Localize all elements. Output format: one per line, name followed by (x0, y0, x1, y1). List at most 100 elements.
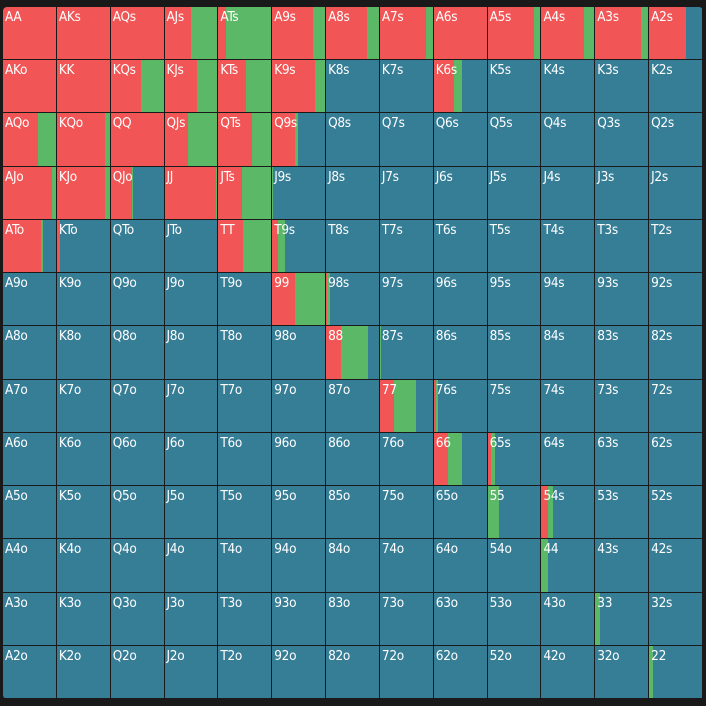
hand-cell-A5o[interactable]: A5o (3, 486, 57, 540)
hand-cell-52s[interactable]: 52s (649, 486, 703, 540)
hand-cell-J6s[interactable]: J6s (433, 166, 488, 220)
hand-cell-73s[interactable]: 73s (595, 379, 650, 433)
hand-cell-T8s[interactable]: T8s (326, 219, 380, 274)
hand-cell-T2o[interactable]: T2o (218, 645, 273, 699)
hand-cell-A9s[interactable]: A9s (272, 7, 327, 61)
hand-cell-AQo[interactable]: AQo (3, 113, 57, 167)
hand-cell-32s[interactable]: 32s (649, 592, 703, 646)
hand-cell-QQ[interactable]: QQ (110, 113, 165, 167)
hand-cell-93s[interactable]: 93s (595, 273, 650, 327)
hand-cell-Q3s[interactable]: Q3s (595, 113, 650, 167)
hand-cell-ATs[interactable]: ATs (218, 7, 273, 61)
hand-cell-85o[interactable]: 85o (326, 486, 380, 540)
hand-cell-Q7o[interactable]: Q7o (110, 379, 165, 433)
hand-cell-JTo[interactable]: JTo (164, 219, 219, 274)
hand-cell-J2o[interactable]: J2o (164, 645, 219, 699)
hand-cell-66[interactable]: 66 (433, 432, 488, 487)
hand-cell-T3s[interactable]: T3s (595, 219, 650, 274)
hand-cell-94o[interactable]: 94o (272, 539, 327, 593)
hand-cell-K5o[interactable]: K5o (56, 486, 111, 540)
hand-cell-64o[interactable]: 64o (433, 539, 488, 593)
hand-cell-A4o[interactable]: A4o (3, 539, 57, 593)
hand-cell-95s[interactable]: 95s (487, 273, 542, 327)
hand-cell-82o[interactable]: 82o (326, 645, 380, 699)
hand-cell-92o[interactable]: 92o (272, 645, 327, 699)
hand-cell-AKs[interactable]: AKs (56, 7, 111, 61)
hand-cell-96s[interactable]: 96s (433, 273, 488, 327)
hand-cell-83o[interactable]: 83o (326, 592, 380, 646)
hand-cell-65o[interactable]: 65o (433, 486, 488, 540)
hand-cell-54o[interactable]: 54o (487, 539, 542, 593)
hand-cell-77[interactable]: 77 (379, 379, 434, 433)
hand-cell-T8o[interactable]: T8o (218, 326, 273, 380)
hand-cell-Q9o[interactable]: Q9o (110, 273, 165, 327)
hand-cell-63s[interactable]: 63s (595, 432, 650, 487)
hand-cell-75o[interactable]: 75o (379, 486, 434, 540)
hand-cell-K9o[interactable]: K9o (56, 273, 111, 327)
hand-cell-JJ[interactable]: JJ (164, 166, 219, 220)
hand-cell-T5s[interactable]: T5s (487, 219, 542, 274)
hand-cell-32o[interactable]: 32o (595, 645, 650, 699)
hand-cell-QJo[interactable]: QJo (110, 166, 165, 220)
hand-cell-A8s[interactable]: A8s (326, 7, 380, 61)
hand-cell-A2o[interactable]: A2o (3, 645, 57, 699)
hand-cell-75s[interactable]: 75s (487, 379, 542, 433)
hand-cell-J4s[interactable]: J4s (541, 166, 596, 220)
hand-cell-Q8s[interactable]: Q8s (326, 113, 380, 167)
hand-cell-KTo[interactable]: KTo (56, 219, 111, 274)
hand-cell-Q4o[interactable]: Q4o (110, 539, 165, 593)
hand-cell-83s[interactable]: 83s (595, 326, 650, 380)
hand-cell-J7o[interactable]: J7o (164, 379, 219, 433)
hand-cell-Q5o[interactable]: Q5o (110, 486, 165, 540)
hand-cell-86o[interactable]: 86o (326, 432, 380, 487)
hand-cell-KJo[interactable]: KJo (56, 166, 111, 220)
hand-cell-T4o[interactable]: T4o (218, 539, 273, 593)
hand-cell-93o[interactable]: 93o (272, 592, 327, 646)
hand-cell-A7o[interactable]: A7o (3, 379, 57, 433)
hand-cell-TT[interactable]: TT (218, 219, 273, 274)
hand-cell-T7s[interactable]: T7s (379, 219, 434, 274)
hand-cell-J8o[interactable]: J8o (164, 326, 219, 380)
hand-cell-A3s[interactable]: A3s (595, 7, 650, 61)
hand-cell-KK[interactable]: KK (56, 60, 111, 114)
hand-cell-Q2s[interactable]: Q2s (649, 113, 703, 167)
hand-cell-K3s[interactable]: K3s (595, 60, 650, 114)
hand-cell-QTo[interactable]: QTo (110, 219, 165, 274)
hand-cell-87o[interactable]: 87o (326, 379, 380, 433)
hand-cell-K8o[interactable]: K8o (56, 326, 111, 380)
hand-cell-K4s[interactable]: K4s (541, 60, 596, 114)
hand-cell-95o[interactable]: 95o (272, 486, 327, 540)
hand-cell-Q6o[interactable]: Q6o (110, 432, 165, 487)
hand-cell-Q9s[interactable]: Q9s (272, 113, 327, 167)
hand-cell-A4s[interactable]: A4s (541, 7, 596, 61)
hand-cell-42s[interactable]: 42s (649, 539, 703, 593)
hand-cell-T6o[interactable]: T6o (218, 432, 273, 487)
hand-cell-JTs[interactable]: JTs (218, 166, 273, 220)
hand-cell-63o[interactable]: 63o (433, 592, 488, 646)
hand-cell-82s[interactable]: 82s (649, 326, 703, 380)
hand-cell-73o[interactable]: 73o (379, 592, 434, 646)
hand-cell-T9s[interactable]: T9s (272, 219, 327, 274)
hand-cell-22[interactable]: 22 (649, 645, 703, 699)
hand-cell-A9o[interactable]: A9o (3, 273, 57, 327)
hand-cell-J3s[interactable]: J3s (595, 166, 650, 220)
hand-cell-T5o[interactable]: T5o (218, 486, 273, 540)
hand-cell-K8s[interactable]: K8s (326, 60, 380, 114)
hand-cell-J5s[interactable]: J5s (487, 166, 542, 220)
hand-cell-86s[interactable]: 86s (433, 326, 488, 380)
hand-cell-Q2o[interactable]: Q2o (110, 645, 165, 699)
hand-cell-T3o[interactable]: T3o (218, 592, 273, 646)
hand-cell-Q3o[interactable]: Q3o (110, 592, 165, 646)
hand-cell-QJs[interactable]: QJs (164, 113, 219, 167)
hand-cell-87s[interactable]: 87s (379, 326, 434, 380)
hand-cell-53o[interactable]: 53o (487, 592, 542, 646)
hand-cell-97s[interactable]: 97s (379, 273, 434, 327)
hand-cell-K4o[interactable]: K4o (56, 539, 111, 593)
hand-cell-J9o[interactable]: J9o (164, 273, 219, 327)
hand-cell-96o[interactable]: 96o (272, 432, 327, 487)
hand-cell-Q8o[interactable]: Q8o (110, 326, 165, 380)
hand-cell-KQo[interactable]: KQo (56, 113, 111, 167)
hand-cell-K3o[interactable]: K3o (56, 592, 111, 646)
hand-cell-J8s[interactable]: J8s (326, 166, 380, 220)
hand-cell-K7s[interactable]: K7s (379, 60, 434, 114)
